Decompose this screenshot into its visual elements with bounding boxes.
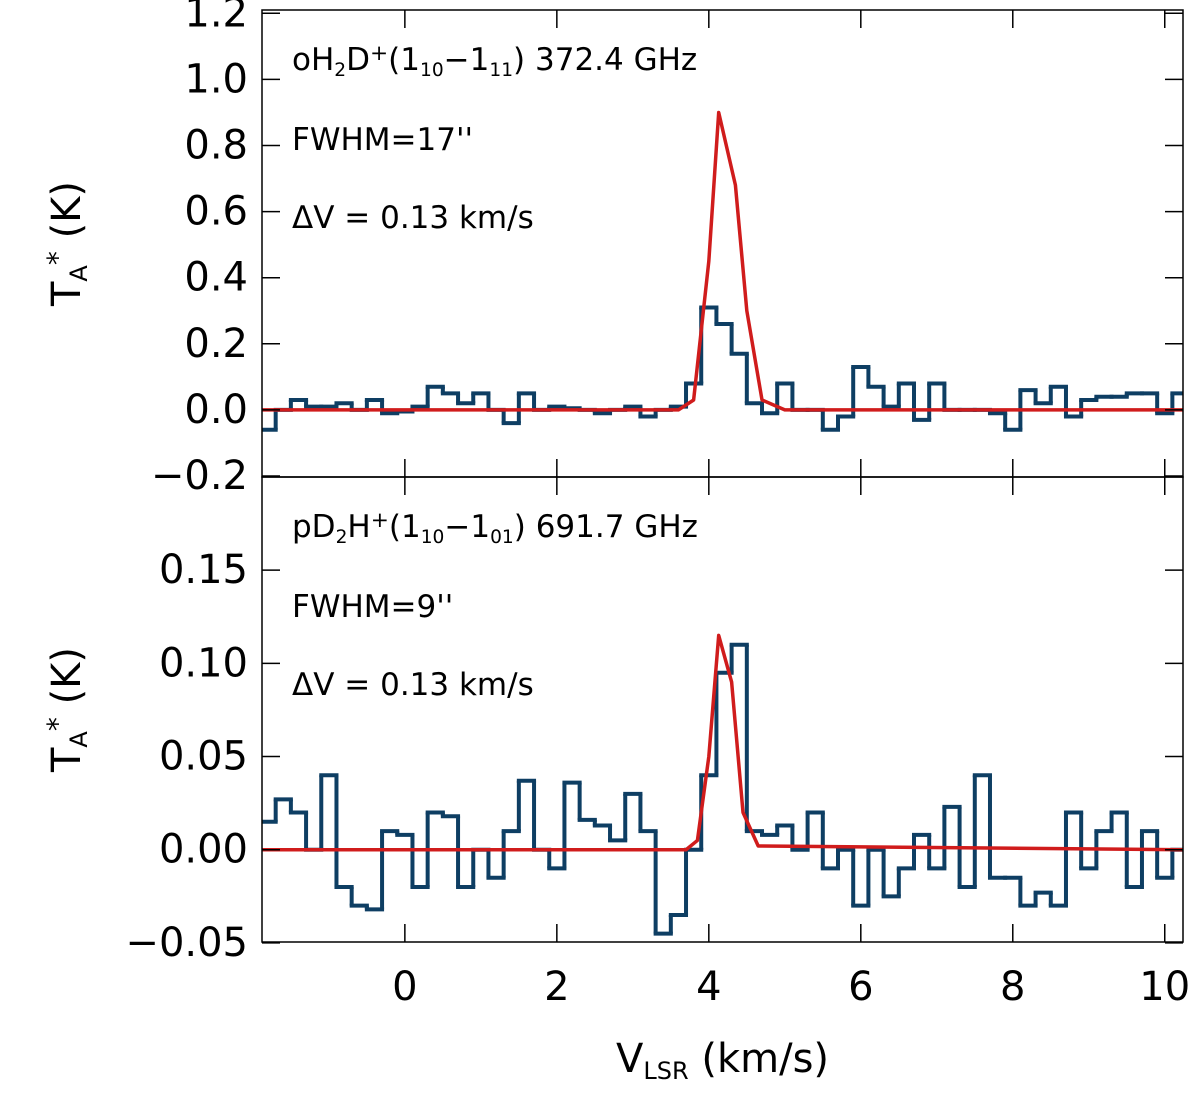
subscript: 10 xyxy=(420,60,444,81)
panel-title: pD2H+(110−101) 691.7 GHz xyxy=(292,508,698,548)
y-tick-label: −0.05 xyxy=(125,920,248,966)
annotation: ΔV = 0.13 km/s xyxy=(292,667,534,703)
text-part: ) 372.4 GHz xyxy=(513,42,697,78)
subscript: 2 xyxy=(334,60,346,81)
y-axis-label: TA* (K) xyxy=(41,647,93,773)
y-tick-label: 0.8 xyxy=(184,123,248,169)
text-part: (km/s) xyxy=(689,1036,829,1082)
plot-frame xyxy=(261,476,1184,943)
text-part: (K) xyxy=(44,181,90,251)
text-part: (1 xyxy=(388,42,420,78)
subscript: A xyxy=(65,731,93,748)
text-part: FWHM=17'' xyxy=(292,122,473,158)
subscript: 10 xyxy=(421,527,445,548)
y-tick-label: 1.0 xyxy=(184,56,248,102)
subscript: A xyxy=(65,265,93,282)
plot-area xyxy=(262,633,1183,936)
text-part: (1 xyxy=(389,509,421,545)
annotation: FWHM=9'' xyxy=(292,589,453,625)
text-part: −1 xyxy=(444,42,490,78)
x-tick-label: 8 xyxy=(1000,964,1025,1010)
superscript: + xyxy=(371,508,389,533)
x-axis-label: VLSR (km/s) xyxy=(616,1036,829,1085)
text-part: (K) xyxy=(44,647,90,717)
x-tick-label: 10 xyxy=(1139,964,1190,1010)
fit-line xyxy=(262,633,1183,852)
panel-title: oH2D+(110−111) 372.4 GHz xyxy=(292,41,697,81)
y-tick-label: 0.0 xyxy=(184,387,248,433)
text-part: T xyxy=(44,281,90,307)
y-tick-label: 0.6 xyxy=(184,189,248,235)
text-part: ΔV = 0.13 km/s xyxy=(292,200,534,236)
y-tick-label: 0.05 xyxy=(159,734,248,780)
subscript: LSR xyxy=(643,1057,688,1085)
text-part: −1 xyxy=(444,509,490,545)
y-tick-label: 0.15 xyxy=(159,547,248,593)
y-tick-label: −0.2 xyxy=(151,453,248,499)
y-tick-label: 0.4 xyxy=(184,255,248,301)
x-tick-label: 6 xyxy=(848,964,873,1010)
subscript: 11 xyxy=(489,60,513,81)
text-part: V xyxy=(616,1036,644,1082)
superscript: + xyxy=(370,41,388,66)
x-tick-label: 0 xyxy=(392,964,417,1010)
plot-area xyxy=(262,110,1183,432)
fit-line xyxy=(262,110,1183,412)
subscript: 01 xyxy=(490,527,514,548)
annotation: ΔV = 0.13 km/s xyxy=(292,200,534,236)
text-part: oH xyxy=(292,42,334,78)
x-tick-label: 4 xyxy=(696,964,721,1010)
text-part: FWHM=9'' xyxy=(292,589,453,625)
x-tick-label: 2 xyxy=(544,964,569,1010)
annotation: FWHM=17'' xyxy=(292,122,473,158)
text-part: H xyxy=(347,509,370,545)
text-part: D xyxy=(346,42,370,78)
y-tick-label: 1.2 xyxy=(184,0,248,36)
y-tick-label: 0.2 xyxy=(184,321,248,367)
superscript: * xyxy=(41,251,74,265)
text-part: pD xyxy=(292,509,336,545)
subscript: 2 xyxy=(336,527,348,548)
text-part: ) 691.7 GHz xyxy=(514,509,698,545)
superscript: * xyxy=(41,717,74,731)
plot-frame xyxy=(261,9,1184,478)
y-tick-label: 0.10 xyxy=(159,640,248,686)
text-part: ΔV = 0.13 km/s xyxy=(292,667,534,703)
text-part: T xyxy=(44,747,90,773)
y-axis-label: TA* (K) xyxy=(41,181,93,307)
y-tick-label: 0.00 xyxy=(159,827,248,873)
